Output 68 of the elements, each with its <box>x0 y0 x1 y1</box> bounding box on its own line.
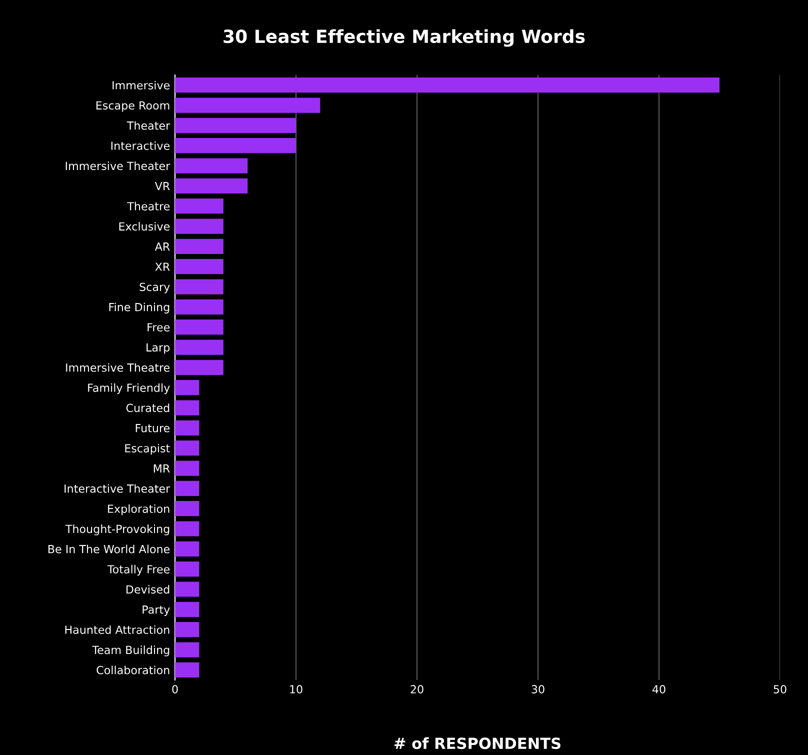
bar <box>175 521 200 536</box>
bar <box>175 98 320 113</box>
y-tick-label: Party <box>142 606 170 616</box>
bar <box>175 420 200 436</box>
bar <box>175 480 200 496</box>
y-tick-label: Interactive <box>111 141 170 150</box>
y-tick-label: Immersive Theater <box>66 162 170 170</box>
y-tick-label: Immersive <box>112 80 170 90</box>
x-tick-label: 30 <box>532 685 544 694</box>
y-tick-label: Free <box>148 323 170 332</box>
bar <box>175 380 200 396</box>
y-tick-label: MR <box>154 464 170 472</box>
bar <box>175 460 200 476</box>
y-tick-label: Escapist <box>125 444 170 455</box>
y-tick-label: Thought-Provoking <box>65 524 170 536</box>
y-tick-label: Theatre <box>127 202 170 210</box>
y-tick-label: Interactive Theater <box>64 484 170 493</box>
bar <box>175 582 200 597</box>
bar <box>175 218 224 234</box>
y-tick-label: Theater <box>126 121 170 130</box>
bar <box>175 562 200 577</box>
y-tick-label: VR <box>154 182 170 190</box>
y-tick-label: Scary <box>140 282 170 294</box>
bar <box>175 662 200 678</box>
y-tick-label: Exclusive <box>119 222 170 231</box>
x-axis-title: # of RESPONDENTS <box>394 737 560 750</box>
bar <box>175 259 224 274</box>
y-tick-label: Larp <box>146 343 170 354</box>
bar <box>175 340 224 355</box>
y-tick-label: Team Building <box>92 646 170 656</box>
y-tick-label: AR <box>154 242 170 251</box>
x-tick-label: 20 <box>410 685 424 694</box>
bar <box>175 279 224 294</box>
bar <box>175 238 224 254</box>
bar <box>175 360 224 375</box>
y-tick-label: Devised <box>126 585 170 594</box>
y-tick-label: Fine Dining <box>109 302 170 314</box>
chart-title: 30 Least Effective Marketing Words <box>224 29 585 47</box>
y-tick-label: Totally Free <box>107 564 170 576</box>
bar <box>175 299 224 314</box>
bar <box>175 320 224 335</box>
bar <box>175 501 200 516</box>
x-tick-label: 50 <box>774 685 786 694</box>
bar <box>175 602 200 617</box>
bar <box>175 642 200 658</box>
y-tick-label: Haunted Attraction <box>65 625 170 634</box>
y-tick-label: Curated <box>126 404 170 412</box>
y-tick-label: Family Friendly <box>88 383 170 394</box>
bar <box>175 400 200 416</box>
y-tick-label: XR <box>155 262 170 271</box>
bar <box>175 440 200 456</box>
bar <box>175 78 720 93</box>
bar <box>175 541 200 556</box>
x-tick-label: 10 <box>290 685 302 694</box>
bar <box>175 198 224 214</box>
bar <box>175 622 200 638</box>
bar <box>175 118 296 133</box>
y-tick-label: Collaboration <box>96 666 170 674</box>
y-tick-label: Escape Room <box>96 101 170 112</box>
bar <box>175 178 248 194</box>
bar <box>175 138 296 154</box>
y-tick-label: Future <box>136 424 170 432</box>
y-tick-label: Exploration <box>108 504 170 516</box>
x-tick-label: 40 <box>652 685 666 694</box>
x-tick-label: 0 <box>172 685 178 694</box>
y-tick-label: Be In The World Alone <box>48 544 170 554</box>
y-tick-label: Immersive Theatre <box>66 363 170 372</box>
bar <box>175 158 248 174</box>
